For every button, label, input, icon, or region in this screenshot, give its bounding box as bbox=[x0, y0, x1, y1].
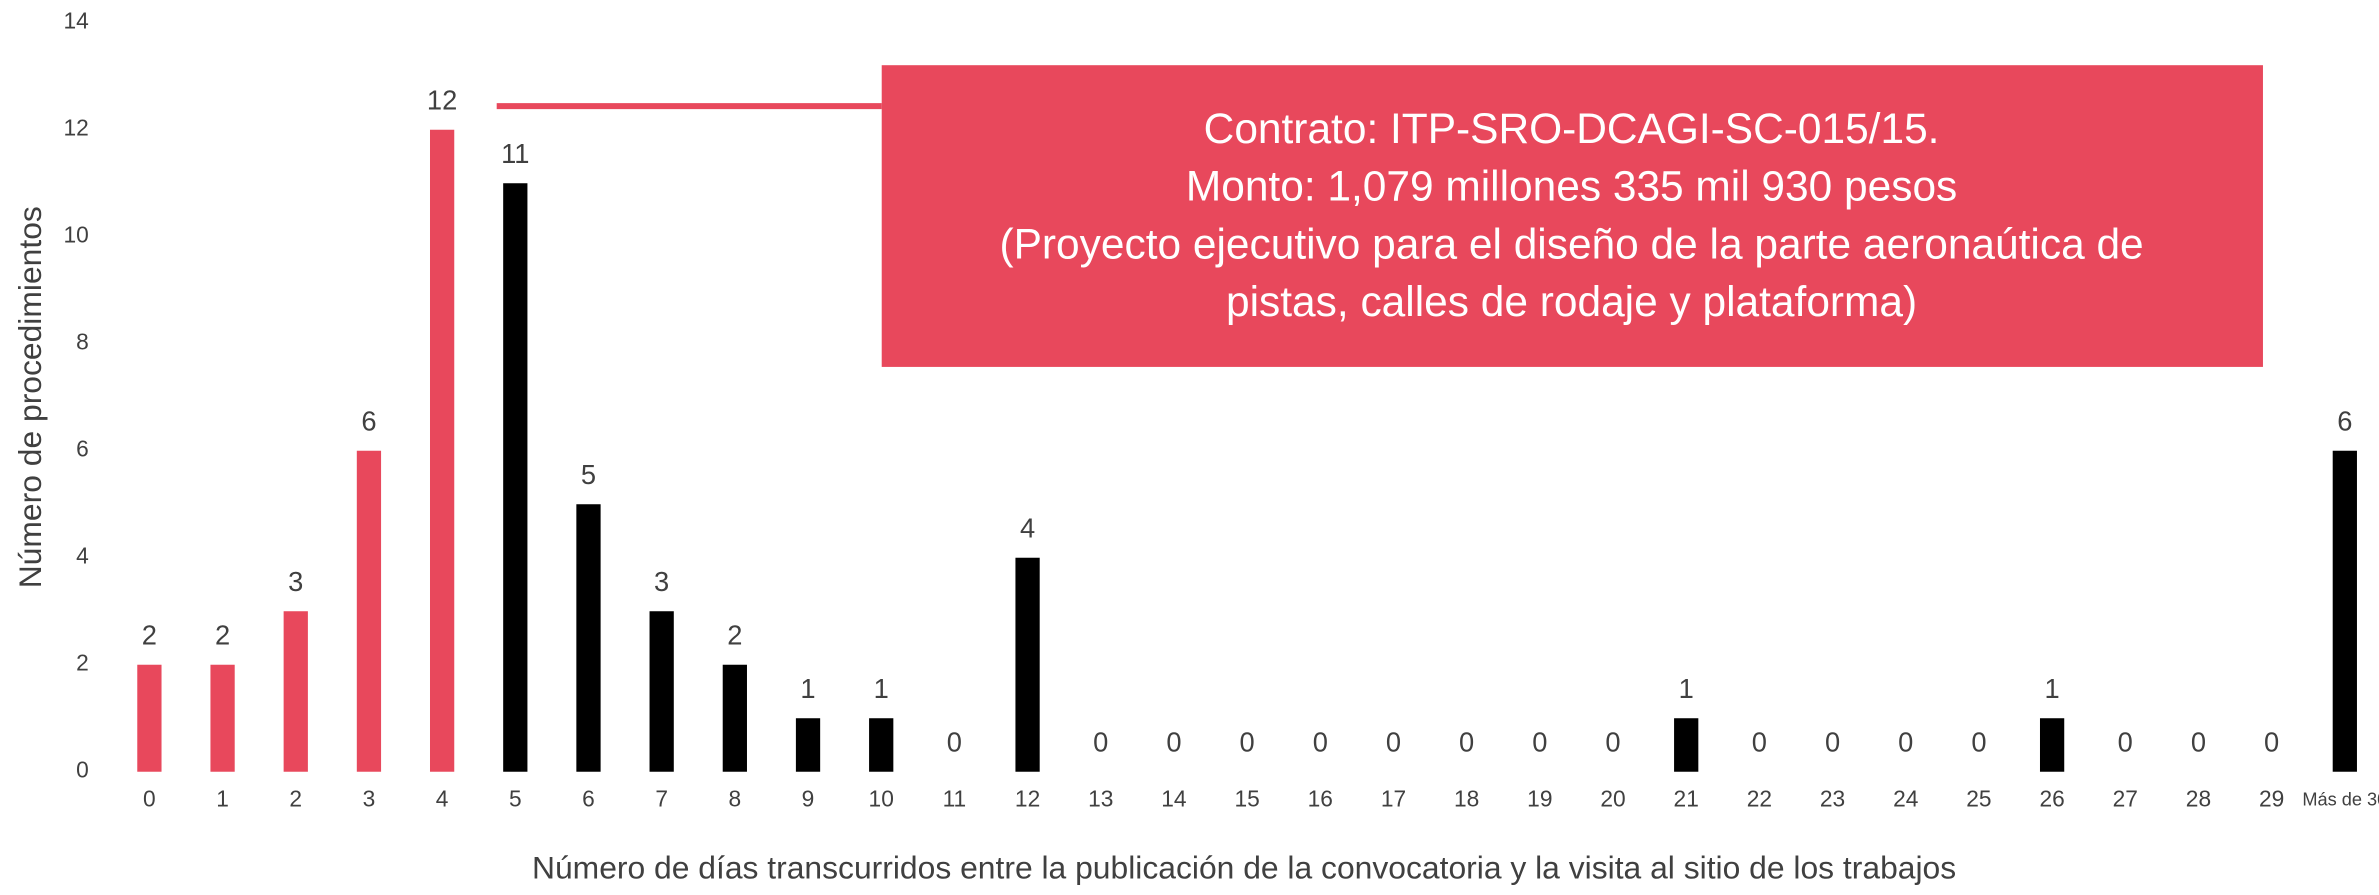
x-tick-label: 24 bbox=[1893, 786, 1918, 812]
y-tick-label: 12 bbox=[63, 115, 88, 141]
x-tick-label: 28 bbox=[2186, 786, 2211, 812]
x-tick-label: 16 bbox=[1308, 786, 1333, 812]
value-label: 1 bbox=[874, 673, 889, 704]
y-tick-label: 6 bbox=[76, 436, 89, 462]
value-label: 12 bbox=[427, 85, 457, 116]
x-tick-label: 27 bbox=[2113, 786, 2138, 812]
value-label: 0 bbox=[1971, 727, 1986, 758]
value-label: 0 bbox=[947, 727, 962, 758]
value-label: 4 bbox=[1020, 513, 1035, 544]
y-axis-label: Número de procedimientos bbox=[12, 206, 48, 588]
x-tick-label: 29 bbox=[2259, 786, 2284, 812]
bar bbox=[1674, 718, 1699, 772]
bar bbox=[503, 183, 528, 772]
bar bbox=[429, 129, 455, 772]
value-label: 0 bbox=[1605, 727, 1620, 758]
x-tick-label: 7 bbox=[655, 786, 668, 812]
value-label: 0 bbox=[1459, 727, 1474, 758]
bar bbox=[722, 664, 747, 772]
x-tick-label: 12 bbox=[1015, 786, 1040, 812]
bar bbox=[283, 611, 308, 772]
y-tick-label: 0 bbox=[76, 757, 89, 783]
value-label: 0 bbox=[1386, 727, 1401, 758]
value-label: 0 bbox=[2191, 727, 2206, 758]
value-label: 2 bbox=[215, 620, 230, 651]
value-label: 2 bbox=[727, 620, 742, 651]
value-label: 1 bbox=[1679, 673, 1694, 704]
x-tick-label: 1 bbox=[216, 786, 229, 812]
x-tick-label: 6 bbox=[582, 786, 595, 812]
x-tick-label: 26 bbox=[2039, 786, 2064, 812]
value-label: 0 bbox=[1166, 727, 1181, 758]
bar bbox=[649, 611, 674, 772]
bar bbox=[210, 664, 235, 772]
value-label: 0 bbox=[1825, 727, 1840, 758]
value-label: 3 bbox=[654, 566, 669, 597]
x-tick-label: 14 bbox=[1161, 786, 1186, 812]
bar bbox=[576, 504, 601, 772]
y-tick-label: 8 bbox=[76, 329, 89, 355]
annotation-text: Contrato: ITP-SRO-DCAGI-SC-015/15. bbox=[1204, 105, 1940, 152]
value-label: 0 bbox=[1752, 727, 1767, 758]
annotation-box bbox=[881, 65, 2263, 367]
bar bbox=[869, 718, 894, 772]
annotation-text: Monto: 1,079 millones 335 mil 930 pesos bbox=[1186, 163, 1957, 210]
value-label: 0 bbox=[2264, 727, 2279, 758]
bar bbox=[2039, 718, 2065, 772]
annotation-text: (Proyecto ejecutivo para el diseño de la… bbox=[999, 220, 2143, 267]
bar bbox=[356, 450, 382, 772]
x-tick-label: 11 bbox=[943, 786, 967, 812]
value-label: 0 bbox=[2118, 727, 2133, 758]
x-tick-label: 2 bbox=[289, 786, 302, 812]
value-label: 0 bbox=[1313, 727, 1328, 758]
x-tick-label: 8 bbox=[729, 786, 742, 812]
x-tick-label: 21 bbox=[1674, 786, 1699, 812]
x-tick-label: 15 bbox=[1234, 786, 1259, 812]
bar bbox=[137, 664, 162, 772]
x-tick-label: 18 bbox=[1454, 786, 1479, 812]
x-tick-label: 10 bbox=[869, 786, 894, 812]
value-label: 1 bbox=[800, 673, 815, 704]
value-label: 5 bbox=[581, 459, 596, 490]
x-tick-label: 9 bbox=[802, 786, 815, 812]
value-label: 6 bbox=[361, 406, 376, 437]
value-label: 11 bbox=[501, 138, 529, 169]
x-tick-label: 5 bbox=[509, 786, 522, 812]
y-tick-label: 2 bbox=[76, 650, 89, 676]
x-tick-label: 0 bbox=[143, 786, 156, 812]
x-tick-label: Más de 30 bbox=[2302, 789, 2379, 809]
x-tick-label: 17 bbox=[1381, 786, 1406, 812]
value-label: 1 bbox=[2045, 673, 2060, 704]
x-tick-label: 13 bbox=[1088, 786, 1113, 812]
value-label: 3 bbox=[288, 566, 303, 597]
x-tick-label: 4 bbox=[436, 786, 449, 812]
value-label: 0 bbox=[1898, 727, 1913, 758]
value-label: 0 bbox=[1093, 727, 1108, 758]
x-axis-label: Número de días transcurridos entre la pu… bbox=[532, 850, 1956, 886]
x-tick-label: 25 bbox=[1966, 786, 1991, 812]
value-label: 0 bbox=[1532, 727, 1547, 758]
y-tick-label: 14 bbox=[63, 8, 88, 34]
bar bbox=[2332, 450, 2357, 772]
bar bbox=[1015, 557, 1040, 772]
annotation-text: pistas, calles de rodaje y plataforma) bbox=[1226, 278, 1917, 325]
bar bbox=[795, 718, 821, 772]
x-tick-label: 23 bbox=[1820, 786, 1845, 812]
x-tick-label: 3 bbox=[363, 786, 376, 812]
value-label: 6 bbox=[2337, 406, 2352, 437]
value-label: 0 bbox=[1240, 727, 1255, 758]
y-tick-label: 10 bbox=[63, 222, 88, 248]
y-tick-label: 4 bbox=[76, 543, 89, 569]
x-tick-label: 22 bbox=[1747, 786, 1772, 812]
value-label: 2 bbox=[142, 620, 157, 651]
x-tick-label: 20 bbox=[1600, 786, 1625, 812]
x-tick-label: 19 bbox=[1527, 786, 1552, 812]
